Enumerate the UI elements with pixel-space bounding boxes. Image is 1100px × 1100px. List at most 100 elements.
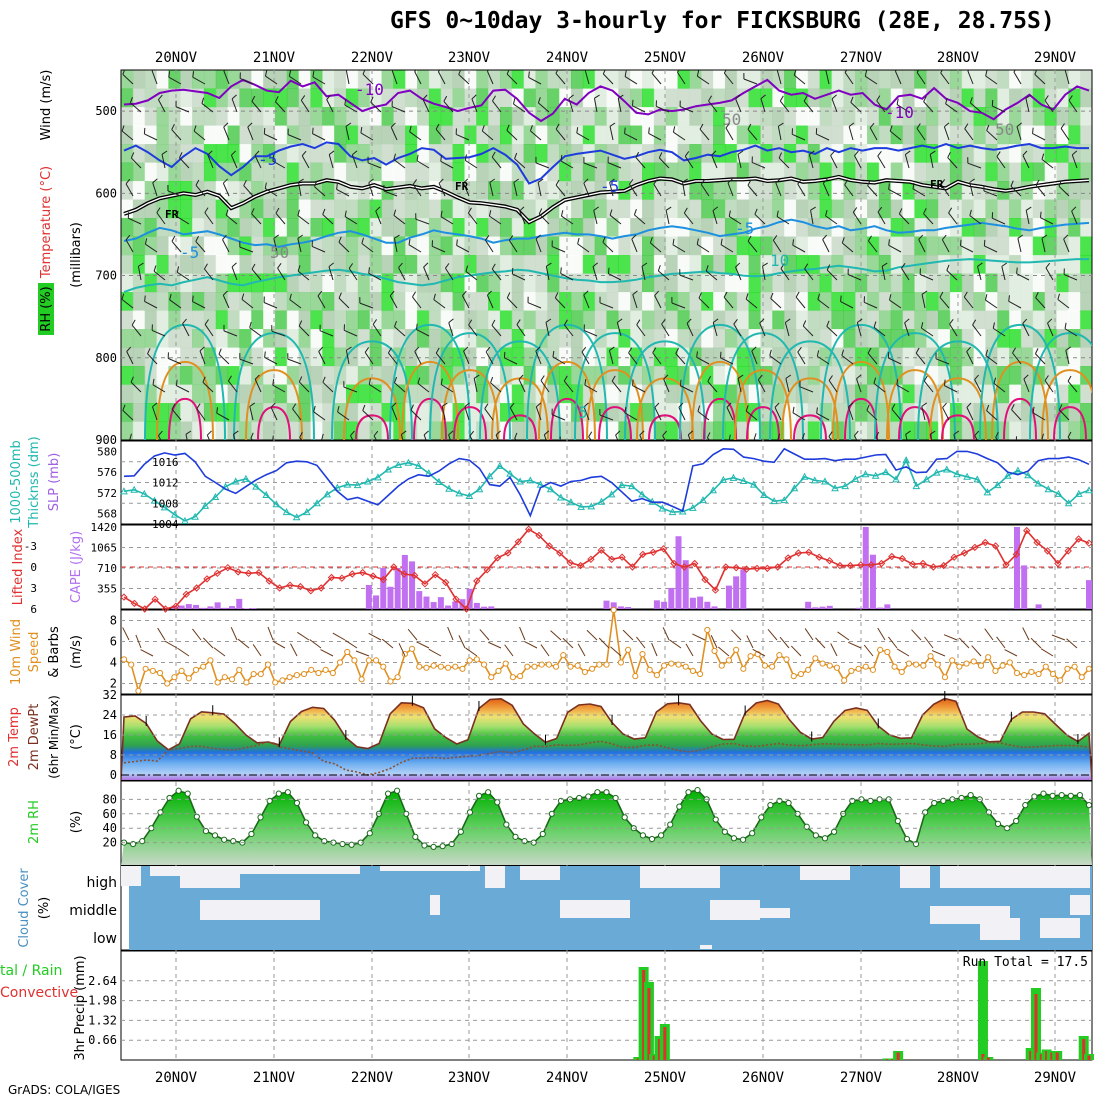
rh-cell (274, 310, 288, 330)
wind-barb (919, 273, 934, 281)
wind-barb-flag (841, 349, 845, 356)
wind-barb-flag (672, 126, 676, 133)
rh-cell (997, 162, 1010, 182)
wind-barb-flag (344, 210, 347, 217)
wind-barb-flag (297, 209, 300, 216)
wind-barb (966, 407, 974, 421)
wind-barb (940, 72, 950, 85)
wind-barb-flag (848, 402, 854, 408)
wind-speed-point (423, 664, 430, 671)
wind-barb (216, 412, 230, 421)
rh2m-point (931, 799, 938, 807)
precip-tick: 2.64 (88, 974, 117, 988)
lifted-index-point (618, 553, 626, 561)
rh-cell (369, 218, 383, 238)
wind-barb-flag (1016, 122, 1023, 127)
wind-barb (609, 126, 614, 141)
rh-cell (1044, 70, 1058, 90)
wind-barb-flag (1035, 179, 1040, 186)
rh-cell (203, 292, 217, 312)
cloud-gap (760, 908, 790, 918)
wind-barb (535, 238, 542, 253)
wind-barb-flag (264, 182, 267, 189)
wind-barb (412, 184, 422, 197)
wind-barb (300, 100, 310, 113)
rh2m-point (184, 790, 191, 797)
rh-cell (760, 347, 773, 367)
wind-barb-flag (797, 346, 802, 353)
wind-barb (152, 406, 158, 421)
wind-barb (881, 266, 886, 281)
wind-barb (1035, 297, 1046, 309)
thickness-point (760, 490, 768, 498)
rh-cell (985, 255, 998, 275)
wind-barb-flag (484, 403, 489, 409)
rh-cell (831, 125, 844, 145)
rh-cell (867, 144, 880, 164)
rh-cell (570, 347, 584, 367)
rh-cell (357, 162, 371, 182)
surface-wind-barb (622, 629, 634, 641)
rh-cell (1009, 255, 1022, 275)
rh-cell (949, 366, 963, 386)
wind-barb (152, 182, 158, 197)
wind-barb-flag (679, 379, 682, 386)
wind-barb (804, 268, 814, 281)
rh-cell (559, 255, 572, 275)
wind-barb (222, 295, 230, 309)
thickness-point (323, 490, 332, 498)
surface-wind-barb (355, 650, 370, 657)
wind-barb-flag (759, 318, 765, 324)
cape-bar (877, 607, 884, 609)
rh-cell (594, 199, 608, 219)
rh-cell (736, 107, 750, 127)
thickness-point (455, 489, 464, 497)
wind-barb (985, 75, 998, 85)
wind-barb-flag (889, 125, 893, 132)
cape-bar (207, 606, 214, 609)
surface-wind-barb (779, 636, 790, 649)
rh-cell (144, 421, 158, 440)
lifted-index-point (141, 605, 149, 613)
wind-speed-point (538, 661, 545, 668)
surface-wind-barb (368, 632, 382, 641)
rh-cell (1080, 199, 1092, 219)
wind-barb (583, 162, 598, 169)
wind-barb (737, 154, 742, 169)
warm-contour (1053, 406, 1087, 440)
wind-speed-point (819, 660, 826, 667)
lifted-index-point (400, 570, 408, 578)
warm-contour (156, 360, 214, 440)
wind-barb (367, 162, 382, 169)
rh-cell (523, 70, 537, 90)
cloud-gap (430, 895, 440, 915)
wind-barb (225, 214, 238, 225)
wind-barb-flag (687, 430, 694, 436)
rh-cell (310, 162, 323, 182)
rh-cell (902, 236, 915, 256)
wind-speed-point (394, 674, 401, 681)
rh-cell (180, 273, 193, 293)
rh-cell (369, 347, 383, 367)
cape-bar (185, 604, 192, 609)
rh-cell (144, 125, 158, 145)
thickness-point (932, 468, 941, 476)
cape-bar (236, 598, 243, 609)
rh-cell (381, 347, 394, 367)
rh-cell (180, 88, 193, 108)
rh-cell (855, 107, 868, 127)
rh-cell (1068, 292, 1081, 312)
wind-barb-flag (546, 262, 552, 267)
rh-cell (949, 347, 963, 367)
cape-bar (603, 600, 610, 609)
thickness-point (821, 477, 829, 485)
rh-cell (724, 329, 738, 349)
wind-barb-flag (1071, 206, 1077, 212)
rh-cell (168, 125, 181, 145)
wind-barb-flag (370, 96, 374, 103)
thickness-point (1064, 499, 1073, 507)
rh-cell (914, 310, 927, 330)
thickness-point (770, 497, 778, 505)
wind-barb-flag (898, 208, 903, 215)
wind-barb (712, 210, 718, 225)
